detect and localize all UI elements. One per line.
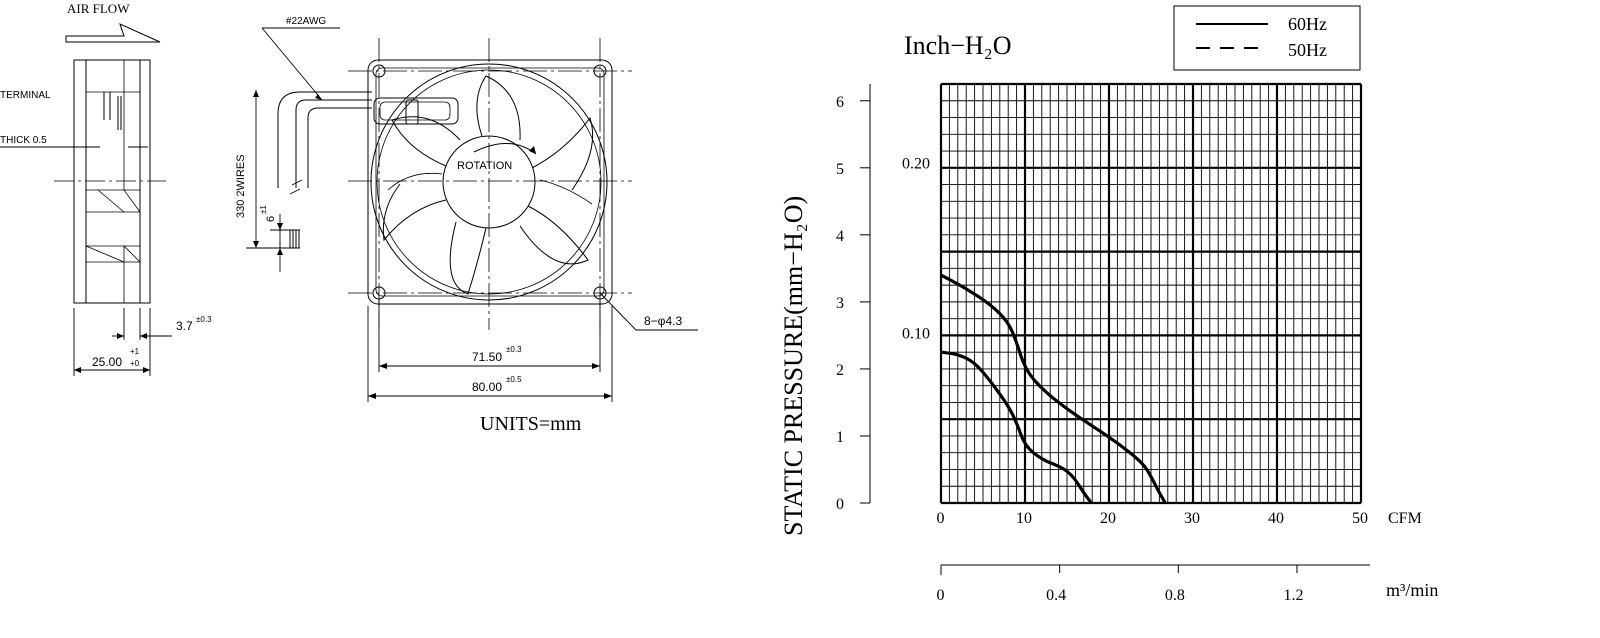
series-line-60hz bbox=[940, 273, 1167, 504]
dim-small-tol: ±0.3 bbox=[196, 315, 212, 324]
y-axis-ticks: 0 1 2 3 4 5 6 bbox=[836, 84, 871, 513]
series-line-50hz bbox=[940, 350, 1093, 504]
chart-legend: 60Hz 50Hz bbox=[1173, 5, 1361, 71]
x2-axis: 0 0.4 0.8 1.2 bbox=[937, 564, 1370, 604]
x2-tick-label: 1.2 bbox=[1283, 587, 1303, 604]
x-tick-label: 20 bbox=[1100, 510, 1116, 527]
y2-axis-ticks: 0.20 0.10 bbox=[902, 155, 930, 342]
y2-tick-label: 0.20 bbox=[902, 155, 930, 172]
x2-tick-label: 0 bbox=[937, 587, 945, 604]
dim-hole-pitch-tol: ±0.3 bbox=[506, 345, 522, 354]
side-view: AIR FLOW TERMINAL THICK 0.5 3.7 ±0.3 bbox=[0, 1, 212, 376]
mount-hole bbox=[372, 286, 386, 300]
air-flow-arrow-icon bbox=[65, 23, 161, 43]
x2-tick-label: 0.4 bbox=[1046, 587, 1066, 604]
side-body-outline bbox=[73, 59, 151, 304]
fan-hub bbox=[442, 135, 536, 229]
y-tick-label: 1 bbox=[836, 429, 844, 446]
y-tick-label: 6 bbox=[836, 94, 844, 111]
dim-hole-pitch-value: 71.50 bbox=[472, 350, 502, 364]
x-axis-ticks: 0 10 20 30 40 50 bbox=[937, 510, 1369, 527]
terminal-label: TERMINAL bbox=[0, 90, 51, 101]
wires-length-label: 330 2WIRES bbox=[235, 154, 247, 218]
air-flow-label: AIR FLOW bbox=[67, 1, 130, 16]
dim-depth-tol-lower: +0 bbox=[130, 359, 140, 368]
x-tick-label: 10 bbox=[1016, 510, 1032, 527]
dim-frame-tol: ±0.5 bbox=[506, 375, 522, 384]
dim-depth-tol-upper: +1 bbox=[130, 347, 140, 356]
y2-tick-label: 0.10 bbox=[902, 326, 930, 343]
chart-x2-unit: m³/min bbox=[1386, 580, 1438, 600]
y-tick-label: 4 bbox=[836, 228, 844, 245]
dim-depth-value: 25.00 bbox=[92, 355, 122, 369]
x2-tick-label: 0.8 bbox=[1165, 587, 1185, 604]
chart-grid bbox=[939, 82, 1363, 505]
units-label: UNITS=mm bbox=[480, 413, 582, 435]
x-tick-label: 30 bbox=[1184, 510, 1200, 527]
x-tick-label: 50 bbox=[1352, 510, 1368, 527]
y-tick-label: 0 bbox=[836, 496, 844, 513]
fan-frame bbox=[367, 59, 613, 305]
dim-small-value: 3.7 bbox=[176, 319, 193, 333]
wire-strip-tol: ±1 bbox=[259, 205, 268, 214]
holes-label: 8−φ4.3 bbox=[644, 314, 682, 328]
legend-label-60hz: 60Hz bbox=[1288, 14, 1327, 34]
chart-unit-top: Inch−H₂O bbox=[904, 31, 1011, 60]
dim-frame-value: 80.00 bbox=[472, 380, 502, 394]
mount-hole bbox=[372, 64, 386, 78]
wire-strip-label: 6 bbox=[265, 216, 277, 222]
chart-x-unit: CFM bbox=[1388, 510, 1422, 527]
legend-label-50hz: 50Hz bbox=[1288, 40, 1327, 60]
chart-y-axis-label: STATIC PRESSURE(mm−H₂O) bbox=[779, 196, 808, 536]
mount-hole bbox=[593, 286, 607, 300]
mount-hole bbox=[593, 64, 607, 78]
x-tick-label: 40 bbox=[1268, 510, 1284, 527]
thick-label: THICK 0.5 bbox=[0, 135, 47, 146]
chart-series bbox=[940, 273, 1167, 504]
wire-lead: #22AWG 330 2WIRES 6 ±1 bbox=[235, 16, 372, 272]
y-tick-label: 3 bbox=[836, 295, 844, 312]
y-tick-label: 2 bbox=[836, 362, 844, 379]
x-tick-label: 0 bbox=[937, 510, 945, 527]
rotation-label: ROTATION bbox=[457, 160, 512, 172]
front-view: ROTATION 8−φ4.3 71.50 ±0.3 80.00 ±0.5 UN… bbox=[348, 38, 698, 435]
y-tick-label: 5 bbox=[836, 161, 844, 178]
awg-label: #22AWG bbox=[286, 16, 326, 27]
